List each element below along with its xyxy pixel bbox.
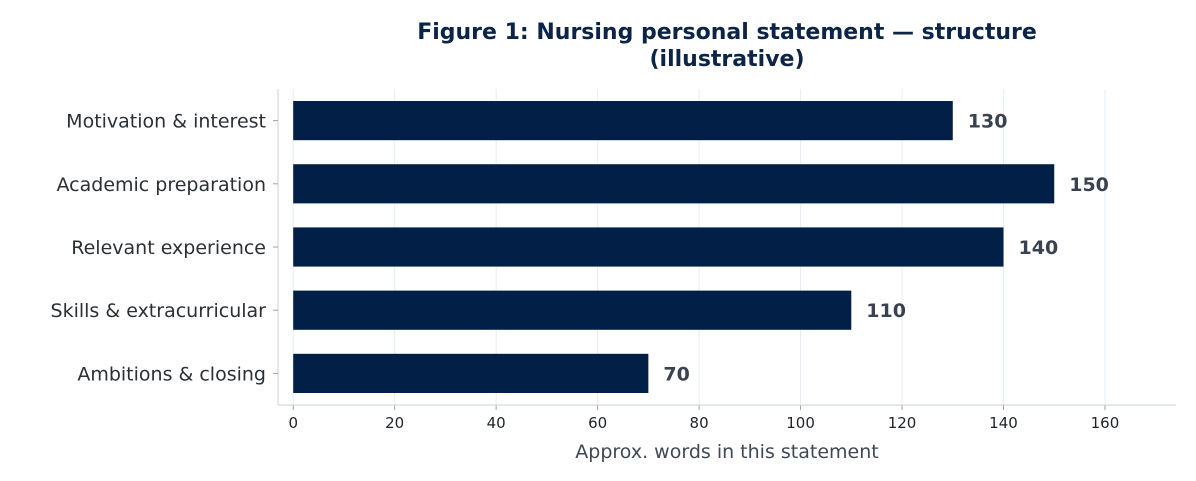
data-label: 140 [1019, 237, 1059, 259]
data-label: 150 [1069, 174, 1109, 196]
labels: 0 20 40 60 80 100 120 140 160 Motivation & intere… [51, 111, 1120, 432]
x-tick-label: 60 [588, 414, 607, 432]
category-label: Ambitions & closing [77, 363, 266, 385]
x-tick-label: 0 [288, 414, 298, 432]
axes [273, 89, 1176, 410]
x-tick-label: 160 [1091, 414, 1120, 432]
category-label: Academic preparation [57, 174, 266, 196]
bar [293, 101, 953, 141]
data-label: 110 [866, 300, 906, 322]
bar [293, 164, 1055, 204]
category-label: Motivation & interest [66, 111, 266, 133]
x-tick-label: 40 [487, 414, 506, 432]
bar [293, 227, 1004, 267]
x-tick-label: 100 [786, 414, 815, 432]
chart-title-line-2: (illustrative) [649, 47, 804, 72]
bars [293, 101, 1055, 393]
category-label: Relevant experience [71, 237, 266, 259]
x-tick-label: 80 [690, 414, 709, 432]
x-tick-label: 20 [385, 414, 404, 432]
data-label: 70 [663, 363, 689, 385]
x-tick-label: 140 [989, 414, 1018, 432]
x-tick-label: 120 [888, 414, 917, 432]
bar [293, 290, 852, 330]
x-axis-label: Approx. words in this statement [575, 441, 878, 463]
bar [293, 353, 649, 393]
data-label: 130 [968, 111, 1008, 133]
chart-title: Figure 1: Nursing personal statement — s… [417, 20, 1037, 72]
chart-title-line-1: Figure 1: Nursing personal statement — s… [417, 20, 1037, 45]
category-label: Skills & extracurricular [51, 300, 267, 322]
